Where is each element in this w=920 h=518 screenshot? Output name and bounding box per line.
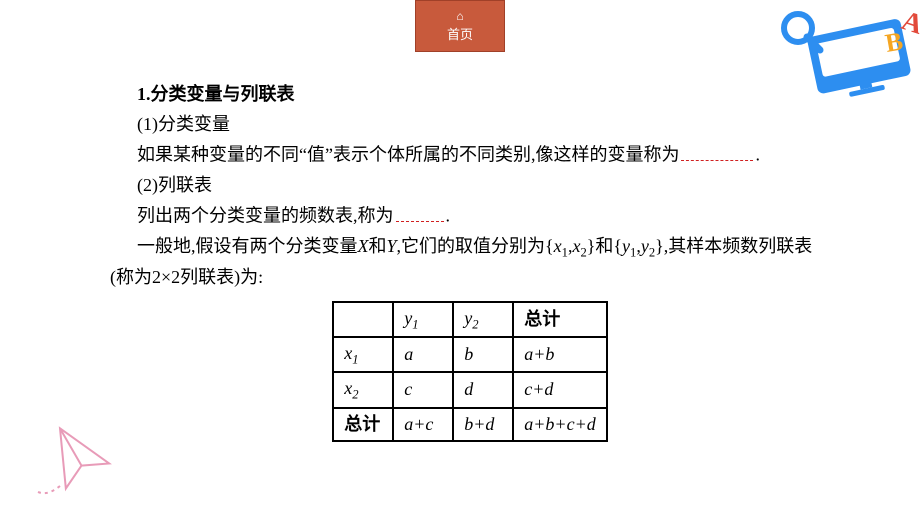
cell: d — [453, 372, 513, 407]
home-icon: ⌂ — [456, 10, 463, 22]
text: 如果某种变量的不同“值”表示个体所属的不同类别,像这样的变量称为 — [137, 145, 679, 165]
contingency-table: y1 y2 总计 x1 a b a+b x2 c d c+d 总计 a+c b+… — [332, 301, 607, 443]
text: . — [446, 206, 451, 226]
blank-1 — [681, 139, 753, 161]
cell: c+d — [513, 372, 606, 407]
text: 列出两个分类变量的频数表,称为 — [137, 206, 394, 226]
cell: a+c — [393, 408, 453, 442]
cell: b+d — [453, 408, 513, 442]
var: y — [622, 236, 630, 256]
row-header: x2 — [333, 372, 393, 407]
home-tab-label: 首页 — [447, 24, 473, 43]
cell: a+b — [513, 337, 606, 372]
var: y — [641, 236, 649, 256]
cell: c — [393, 372, 453, 407]
table-row: y1 y2 总计 — [333, 302, 606, 337]
sub1-body: 如果某种变量的不同“值”表示个体所属的不同类别,像这样的变量称为. — [110, 139, 830, 170]
cell: a — [393, 337, 453, 372]
section-title: 1.分类变量与列联表 — [110, 80, 830, 110]
text: . — [755, 145, 760, 165]
cell-empty — [333, 302, 393, 337]
text: 一般地,假设有两个分类变量 — [137, 236, 358, 256]
sub2-body: 列出两个分类变量的频数表,称为. — [110, 200, 830, 231]
row-header: x1 — [333, 337, 393, 372]
table-row: 总计 a+c b+d a+b+c+d — [333, 408, 606, 442]
col-header-total: 总计 — [513, 302, 606, 337]
blank-2 — [396, 200, 444, 222]
text: }和{ — [587, 236, 622, 256]
table-row: x1 a b a+b — [333, 337, 606, 372]
sub1-label: (1)分类变量 — [110, 110, 830, 140]
row-header-total: 总计 — [333, 408, 393, 442]
text: ,它们的取值分别为{ — [397, 236, 554, 256]
paragraph-3: 一般地,假设有两个分类变量X和Y,它们的取值分别为{x1,x2}和{y1,y2}… — [110, 232, 830, 293]
cell: b — [453, 337, 513, 372]
cell: a+b+c+d — [513, 408, 606, 442]
table-row: x2 c d c+d — [333, 372, 606, 407]
sub2-label: (2)列联表 — [110, 171, 830, 201]
col-header: y1 — [393, 302, 453, 337]
col-header: y2 — [453, 302, 513, 337]
text: 和 — [369, 236, 387, 256]
var: x — [554, 236, 562, 256]
var-x: X — [358, 236, 369, 256]
content-body: 1.分类变量与列联表 (1)分类变量 如果某种变量的不同“值”表示个体所属的不同… — [110, 80, 830, 442]
var-y: Y — [387, 236, 397, 256]
home-tab[interactable]: ⌂ 首页 — [415, 0, 505, 52]
